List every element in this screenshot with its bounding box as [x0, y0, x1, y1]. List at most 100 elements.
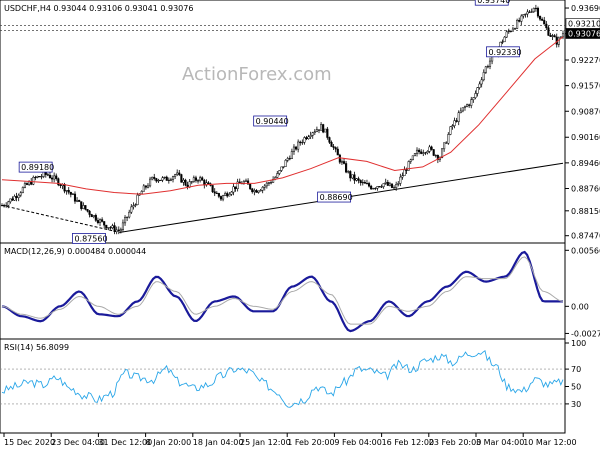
candle-body — [405, 169, 408, 171]
candle-body — [390, 183, 394, 188]
price-annotation-box — [317, 191, 352, 203]
price-annotation-label: 0.93740 — [477, 0, 510, 5]
candle-body — [486, 66, 489, 68]
candle-body — [426, 151, 429, 154]
candle-body — [140, 191, 143, 195]
candle-body — [536, 7, 540, 17]
candle-body — [105, 224, 108, 229]
candle-body — [171, 176, 175, 181]
candle-body — [236, 181, 239, 189]
candle-body — [307, 136, 310, 140]
x-tick-label: 10 Mar 12:00 — [523, 438, 576, 447]
candle-body — [545, 23, 548, 29]
macd-title: MACD(12,26,9) 0.000484 0.000044 — [4, 247, 146, 256]
x-tick-label: 16 Feb 12:00 — [382, 438, 434, 447]
candle-body — [365, 183, 369, 185]
price-annotation-box — [253, 115, 288, 127]
candle-body — [455, 120, 458, 122]
candle-body — [142, 185, 145, 192]
candle-body — [78, 200, 81, 202]
candle-body — [555, 36, 558, 45]
macd-signal-line — [1, 256, 564, 325]
x-tick-label: 1 Feb 20:00 — [287, 438, 334, 447]
candle-body — [395, 184, 398, 188]
candle-body — [67, 190, 70, 193]
current-price-label: 0.93210 — [568, 20, 600, 29]
candle-body — [51, 177, 54, 180]
moving-average-line — [1, 36, 564, 195]
candle-body — [403, 169, 406, 176]
price-annotation-label: 0.92330 — [488, 48, 521, 57]
candle-body — [151, 176, 154, 180]
candle-body — [234, 186, 237, 189]
candle-body — [115, 229, 118, 233]
candle-body — [518, 19, 521, 22]
candle-body — [284, 160, 287, 167]
candle-body — [276, 173, 279, 178]
candle-body — [449, 126, 452, 135]
candle-body — [445, 142, 448, 144]
candle-body — [317, 129, 321, 131]
price-annotation-box — [18, 161, 53, 173]
candle-body — [107, 227, 110, 229]
candle-body — [121, 222, 125, 230]
candle-body — [420, 151, 423, 154]
candle-body — [482, 72, 485, 81]
macd-tick-label: -0.002741 — [571, 329, 600, 338]
candle-body — [182, 179, 185, 183]
candle-body — [253, 190, 256, 193]
candle-body — [3, 205, 6, 207]
candle-body — [76, 200, 79, 202]
candle-body — [340, 161, 343, 163]
candle-body — [165, 176, 168, 181]
candle-body — [547, 27, 550, 36]
candle-body — [553, 35, 556, 38]
candle-body — [228, 194, 231, 197]
candle-body — [488, 60, 492, 67]
candle-body — [126, 216, 129, 218]
candle-body — [422, 152, 425, 154]
candle-body — [290, 151, 293, 159]
candle-body — [249, 184, 252, 190]
candle-body — [424, 152, 427, 154]
candle-body — [71, 193, 74, 195]
candle-body — [351, 174, 354, 179]
candle-body — [201, 177, 204, 181]
candle-body — [255, 190, 258, 193]
candle-body — [315, 129, 318, 132]
current-price-box — [565, 28, 600, 39]
macd-lines — [1, 250, 564, 333]
candle-body — [453, 120, 456, 126]
candle-body — [418, 149, 421, 153]
x-tick-label: 23 Feb 20:00 — [429, 438, 481, 447]
price-annotation-label: 0.89180 — [21, 163, 54, 172]
candle-body — [359, 180, 362, 183]
candle-body — [261, 186, 264, 191]
candle-body — [217, 193, 220, 197]
candle-body — [190, 181, 193, 183]
candle-body — [194, 177, 198, 181]
candle-body — [543, 20, 546, 25]
candle-body — [199, 177, 202, 181]
candle-body — [90, 214, 93, 218]
candle-body — [247, 180, 250, 185]
candle-body — [232, 186, 235, 193]
candle-body — [541, 18, 544, 21]
candle-body — [309, 135, 312, 138]
candle-body — [434, 155, 437, 157]
candle-body — [466, 104, 469, 107]
candle-body — [505, 31, 508, 38]
macd-axis: 0.005666 0.00 -0.002741 — [565, 246, 600, 338]
candle-body — [530, 11, 533, 13]
candle-body — [144, 185, 147, 188]
rsi-axis: 100 70 50 30 — [0, 339, 586, 409]
candle-body — [507, 30, 510, 33]
candle-body — [328, 137, 331, 143]
candle-body — [370, 185, 373, 190]
candle-body — [280, 166, 283, 171]
price-annotation-label: 0.90440 — [256, 117, 289, 126]
candle-body — [511, 28, 514, 32]
